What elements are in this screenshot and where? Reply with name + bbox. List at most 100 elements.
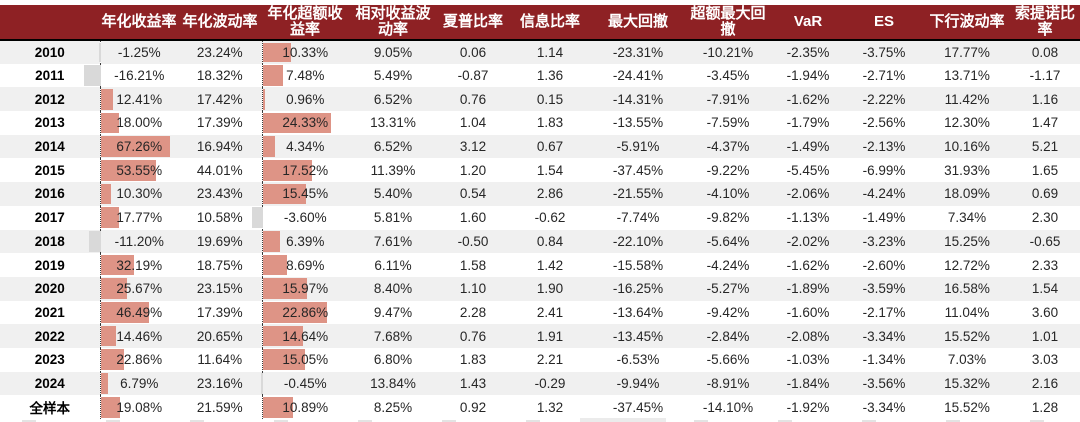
table-cell: -13.55%	[592, 111, 684, 135]
table-cell: 8.25%	[348, 395, 438, 419]
table-cell: 6.39%	[261, 229, 348, 254]
table-cell: 1.90	[508, 277, 592, 301]
cell-value: 1.47	[1031, 115, 1059, 131]
table-cell: 1.42	[508, 253, 592, 277]
table-cell: 18.32%	[178, 64, 262, 88]
cell-value: -23.31%	[612, 44, 664, 60]
table-cell: 7.68%	[348, 324, 438, 348]
table-cell: -4.37%	[684, 135, 772, 159]
table-cell: 32.19%	[99, 253, 178, 277]
table-cell: 15.05%	[261, 347, 348, 372]
table-cell: -1.84%	[772, 372, 844, 396]
table-cell: 2.16	[1010, 372, 1080, 396]
cell-value: 6.52%	[373, 139, 413, 155]
cell-value: 1.54	[1031, 281, 1059, 297]
cell-value: -1.13%	[786, 210, 830, 226]
table-cell: 46.49%	[99, 300, 178, 325]
cell-value: 9.47%	[373, 304, 413, 320]
table-cell: 1.83	[438, 348, 508, 372]
table-cell: 2.86	[508, 182, 592, 206]
cell-value: 17.39%	[196, 115, 243, 131]
table-cell: -22.10%	[592, 230, 684, 254]
cell-value: -9.82%	[706, 210, 750, 226]
cell-value: 10.30%	[116, 186, 163, 202]
table-cell: -1.17	[1010, 64, 1080, 88]
row-label: 2010	[34, 44, 65, 60]
table-cell: 1.58	[438, 253, 508, 277]
table-cell: -6.99%	[844, 158, 924, 182]
table-cell: -24.41%	[592, 64, 684, 88]
table-cell: 6.52%	[348, 135, 438, 159]
table-cell: 7.03%	[924, 348, 1010, 372]
cell-value: 5.21	[1031, 139, 1059, 155]
cell-value: -15.58%	[612, 257, 664, 273]
table-cell: 10.33%	[261, 40, 348, 64]
cell-value: 6.39%	[286, 233, 325, 249]
cell-value: 1.90	[536, 281, 564, 297]
column-header: 年化超额收 益率	[262, 5, 348, 41]
table-cell: 12.41%	[99, 87, 178, 112]
cell-value: -0.29	[534, 375, 566, 391]
cell-value: -1.84%	[786, 375, 830, 391]
cell-value: 2.16	[1031, 375, 1059, 391]
row-label: 2024	[34, 375, 65, 391]
column-header: VaR	[772, 5, 844, 41]
cell-value: -1.79%	[786, 115, 830, 131]
cell-value: 1.10	[459, 281, 487, 297]
cell-value: 1.83	[536, 115, 564, 131]
table-cell: -0.50	[438, 230, 508, 254]
cell-value: -4.10%	[706, 186, 750, 202]
table-cell: -7.59%	[684, 111, 772, 135]
cell-value: -3.60%	[283, 210, 327, 226]
table-cell: 1.04	[438, 111, 508, 135]
cell-value: -1.92%	[786, 399, 830, 415]
databar-positive	[262, 349, 305, 371]
table-cell: -37.45%	[592, 158, 684, 182]
databar-negative	[83, 65, 101, 86]
cell-value: -0.45%	[283, 375, 327, 391]
table-cell: 0.84	[508, 230, 592, 254]
table-row: 2011 -16.21% 18.32% 7.48% 5.49% -0.87 1.36 -24.…	[0, 63, 1080, 88]
cell-value: 23.15%	[196, 281, 243, 297]
table-cell: -7.74%	[592, 206, 684, 230]
cell-value: 15.05%	[282, 352, 329, 368]
cell-value: 1.36	[536, 68, 564, 84]
cell-value: -2.22%	[862, 91, 906, 107]
table-cell: 18.00%	[99, 111, 178, 135]
cell-value: 15.32%	[944, 375, 990, 391]
table-cell: -9.42%	[684, 301, 772, 325]
cell-value: 6.52%	[373, 91, 413, 107]
table-row: 2023 22.86% 11.64% 15.05% 6.80% 1.83 2.21 -6.53…	[0, 347, 1080, 372]
cell-value: -7.59%	[706, 115, 750, 131]
table-cell: 3.12	[438, 135, 508, 159]
table-cell: 14.46%	[99, 324, 178, 348]
databar-positive	[100, 88, 114, 110]
cell-value: 10.16%	[944, 139, 990, 155]
databar-negative	[261, 373, 263, 394]
table-cell: 17.52%	[261, 158, 348, 183]
table-row: 2017 17.77% 10.58% -3.60% 5.81% 1.60 -0.62 -7.7…	[0, 205, 1080, 230]
column-header: 超额最大回 撤	[684, 5, 772, 41]
table-cell: -3.59%	[844, 277, 924, 301]
table-row: 2016 10.30% 23.43% 15.45% 5.40% 0.54 2.86 -21.5…	[0, 182, 1080, 206]
table-cell: 5.21	[1010, 135, 1080, 159]
cell-value: -5.27%	[706, 281, 750, 297]
table-cell: 5.81%	[348, 206, 438, 230]
table-cell: 15.25%	[924, 230, 1010, 254]
table-cell: -9.94%	[592, 372, 684, 396]
databar-positive	[262, 88, 266, 110]
table-cell: -15.58%	[592, 253, 684, 277]
table-cell: 1.83	[508, 111, 592, 135]
cell-value: 6.11%	[374, 257, 412, 273]
table-cell: 13.31%	[348, 111, 438, 135]
table-cell: 15.97%	[261, 276, 348, 301]
cell-value: -16.21%	[114, 68, 165, 84]
cell-value: 17.77%	[116, 210, 163, 226]
table-cell: 23.24%	[178, 40, 262, 64]
table-cell: -0.87	[438, 64, 508, 88]
table-cell: 6.79%	[99, 371, 178, 396]
table-cell: 4.34%	[261, 134, 348, 159]
cell-value: 0.06	[459, 44, 487, 60]
cell-value: -3.59%	[862, 281, 906, 297]
table-row: 2014 67.26% 16.94% 4.34% 6.52% 3.12 0.67 -5.91%…	[0, 134, 1080, 159]
